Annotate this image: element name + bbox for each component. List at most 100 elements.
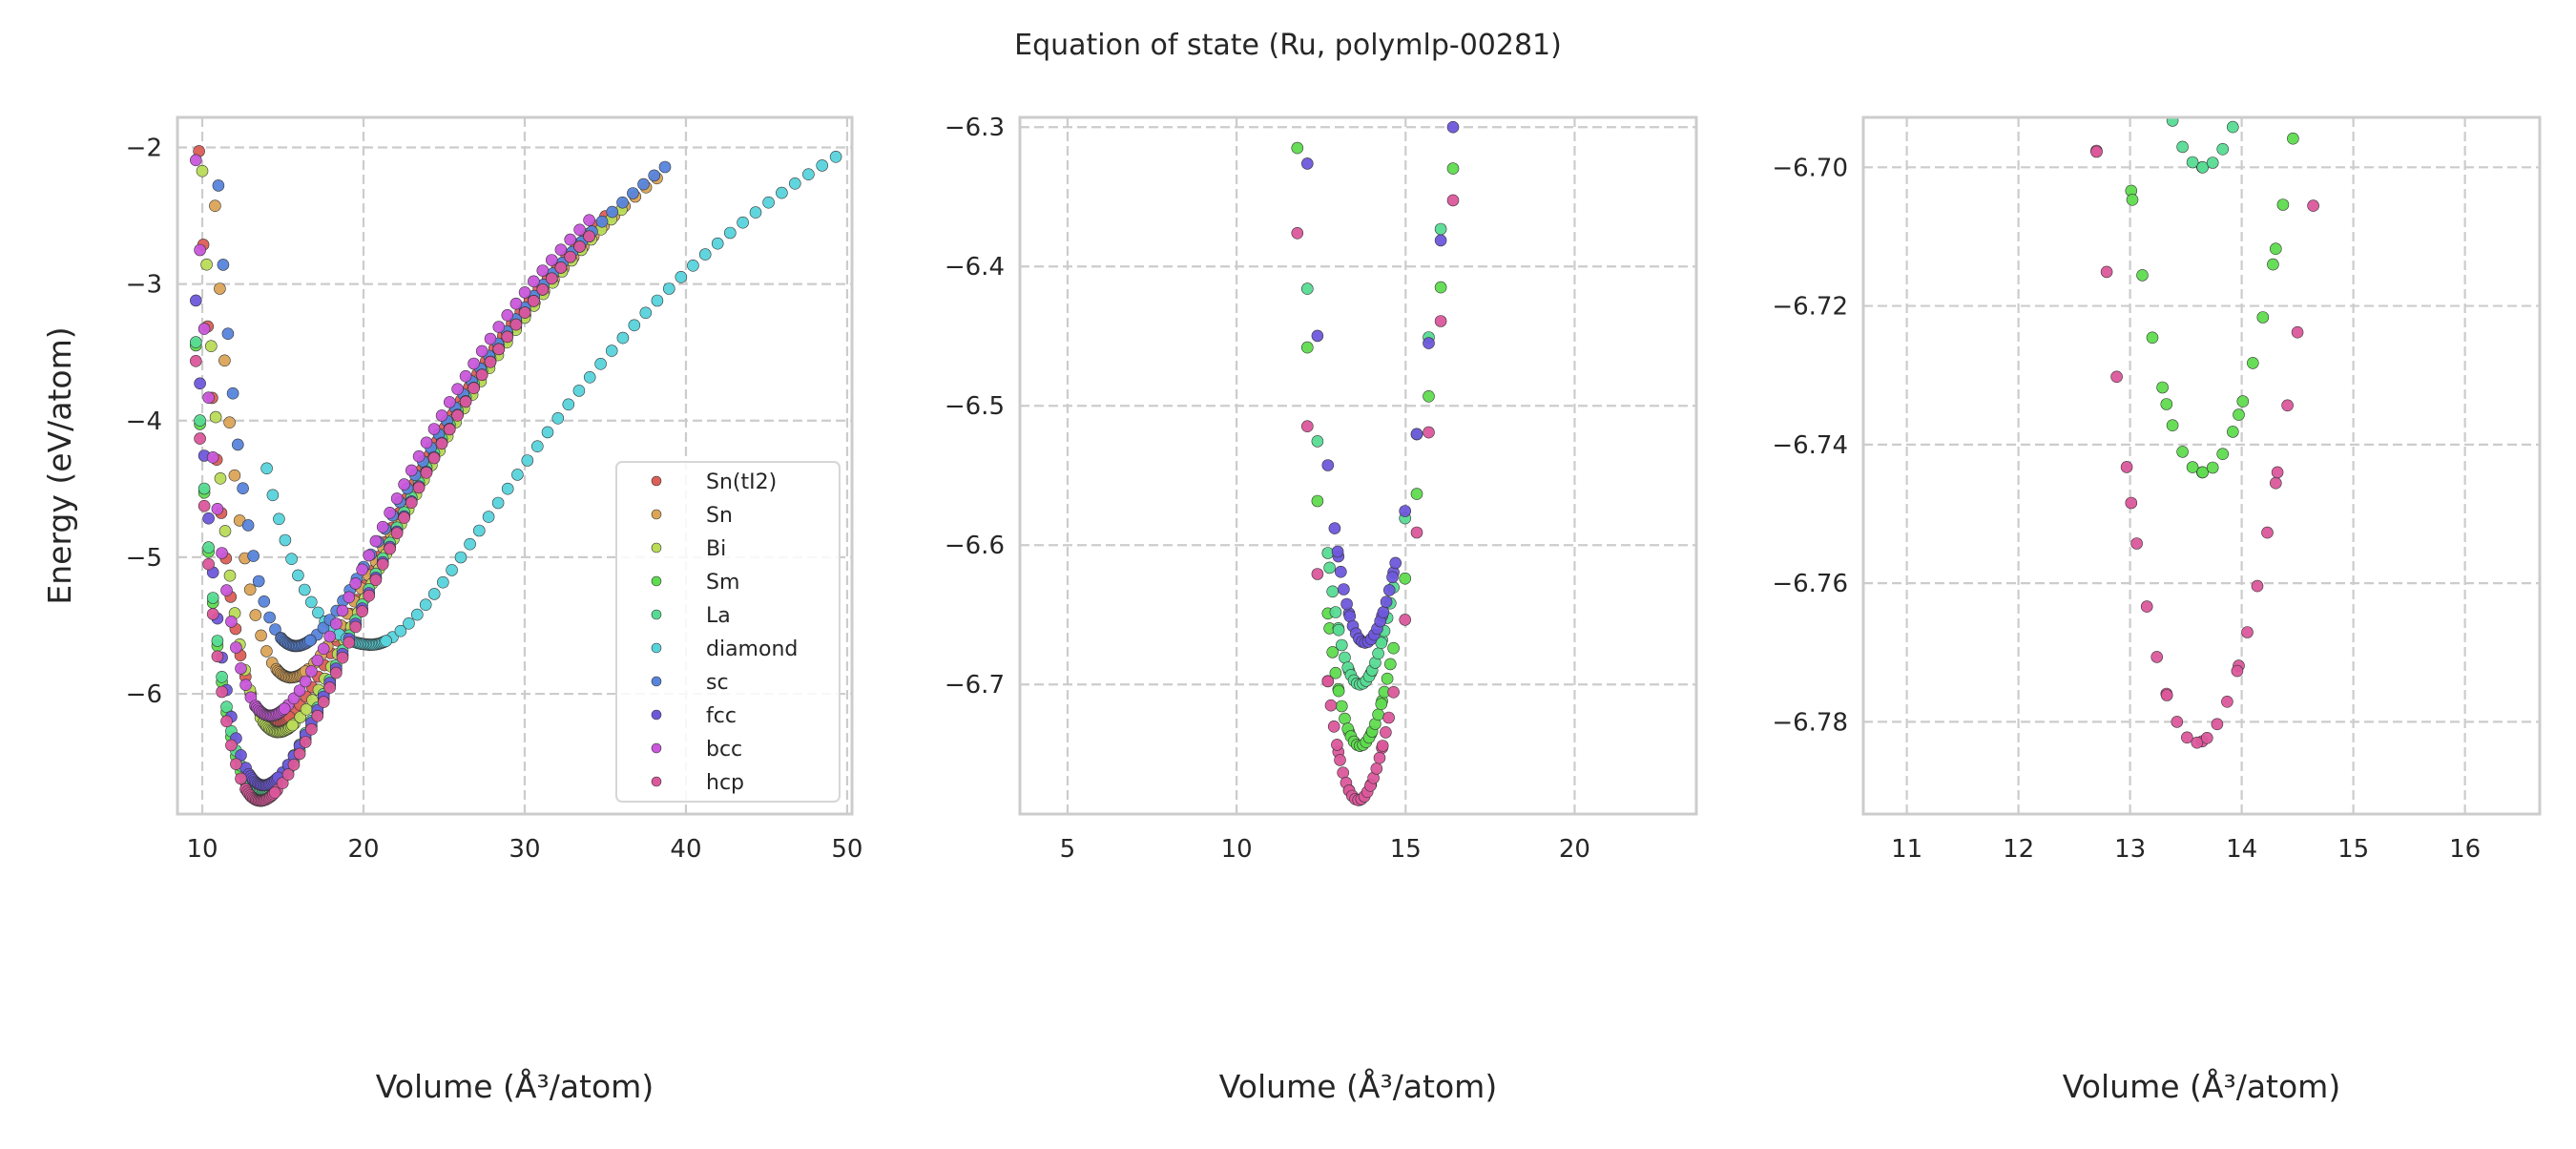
x-tick-label: 10	[186, 835, 218, 864]
data-point	[737, 216, 749, 229]
data-point	[1380, 595, 1393, 609]
data-point	[1399, 0, 1410, 3]
data-point	[380, 635, 393, 647]
data-point	[293, 684, 306, 697]
data-point	[536, 264, 550, 277]
data-point	[816, 159, 829, 172]
data-point	[2146, 331, 2159, 345]
x-tick-label: 20	[1559, 835, 1590, 864]
data-point	[595, 215, 609, 228]
data-point	[675, 270, 688, 283]
data-point	[427, 423, 441, 435]
data-point	[1328, 522, 1341, 534]
data-point	[2125, 496, 2138, 510]
data-point	[223, 416, 236, 429]
data-point	[459, 369, 472, 383]
data-point	[1399, 87, 1410, 98]
data-point	[197, 323, 211, 335]
data-point	[2276, 198, 2290, 211]
data-point	[2126, 194, 2139, 206]
series-la	[2166, 8, 2269, 174]
data-point	[2236, 395, 2250, 407]
data-point	[211, 650, 224, 663]
data-point	[343, 636, 356, 649]
data-point	[2221, 695, 2233, 708]
data-point	[1372, 647, 1384, 660]
data-point	[435, 437, 448, 450]
data-point	[209, 199, 221, 212]
legend-label: La	[706, 604, 731, 628]
data-point	[356, 605, 368, 617]
data-point	[1405, 75, 1417, 87]
data-point	[1410, 488, 1423, 500]
legend-marker	[651, 709, 662, 721]
legend: Sn(tI2) Sn Bi Sm La diamond sc fcc bcc hcp	[615, 461, 841, 803]
data-point	[2211, 718, 2224, 731]
data-point	[230, 641, 242, 654]
x-tick-label: 15	[1390, 835, 1422, 864]
data-point	[1291, 227, 1304, 240]
data-point	[220, 700, 233, 714]
y-tick-label: −6	[126, 680, 162, 709]
data-point	[194, 243, 206, 257]
data-point	[648, 169, 661, 182]
data-point	[1383, 10, 1395, 21]
data-point	[202, 512, 215, 525]
chart-title: Equation of state (Ru, polymlp-00281)	[1014, 29, 1562, 62]
data-point	[1335, 565, 1347, 578]
data-point	[1377, 7, 1388, 18]
data-point	[217, 259, 230, 271]
data-point	[2227, 426, 2239, 438]
y-axis-label: Energy (eV/atom)	[41, 326, 78, 604]
data-point	[443, 423, 456, 436]
data-point	[651, 294, 664, 307]
data-point	[639, 306, 653, 320]
data-point	[2181, 731, 2193, 744]
data-point	[211, 502, 224, 515]
data-point	[2176, 140, 2189, 154]
data-point	[2140, 600, 2153, 613]
legend-marker	[651, 776, 662, 787]
data-point	[190, 294, 202, 307]
y-tick-label: −6.3	[945, 114, 1005, 142]
data-point	[509, 318, 523, 331]
data-point	[1396, 91, 1407, 102]
data-point	[491, 496, 505, 510]
y-tick-label: −6.5	[945, 392, 1005, 421]
data-point	[2257, 8, 2269, 19]
axes-frame	[1018, 115, 1698, 816]
data-point	[628, 319, 641, 332]
data-point	[214, 471, 227, 485]
data-point	[223, 569, 237, 582]
data-point	[1392, 3, 1403, 14]
series-bcc	[190, 154, 595, 722]
data-point	[403, 616, 415, 630]
data-point	[398, 478, 410, 491]
data-point	[202, 391, 215, 405]
y-tick-label: −5	[126, 544, 162, 573]
data-point	[384, 506, 396, 519]
y-tick-label: −6.7	[945, 671, 1005, 700]
x-tick-label: 10	[1221, 835, 1253, 864]
data-point	[420, 436, 433, 449]
data-point	[1423, 389, 1435, 403]
data-point	[2251, 579, 2264, 593]
data-point	[1337, 766, 1349, 780]
data-point	[1327, 720, 1340, 733]
data-point	[197, 482, 211, 495]
data-point	[1387, 93, 1399, 104]
data-point	[376, 557, 389, 571]
data-point	[467, 357, 480, 370]
data-point	[1311, 494, 1324, 508]
data-point	[1390, 94, 1402, 105]
data-point	[317, 621, 330, 635]
data-points	[190, 145, 842, 807]
data-point	[1434, 315, 1447, 327]
data-point	[237, 482, 249, 495]
panel-1: 10 20 30 40 50 −6 −5 −4 −3 −2 Volume (Å³/atom) Ener…	[41, 115, 862, 1105]
data-point	[216, 670, 228, 683]
series-hcp	[1291, 194, 1460, 806]
data-point	[305, 665, 318, 678]
x-axis-label: Volume (Å³/atom)	[1219, 1067, 1497, 1105]
data-point	[627, 187, 639, 199]
